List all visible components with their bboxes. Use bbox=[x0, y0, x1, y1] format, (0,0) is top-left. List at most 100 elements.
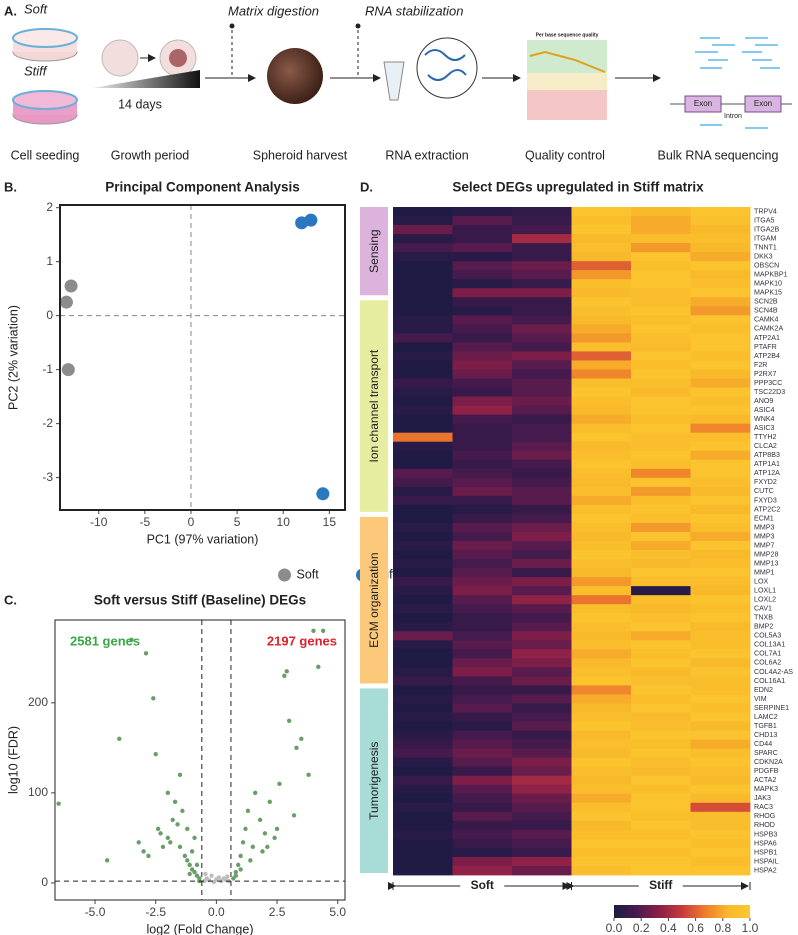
row-label: HSPA6 bbox=[754, 839, 777, 847]
colorbar-tick-label: 0.8 bbox=[714, 921, 731, 935]
cell bbox=[452, 477, 513, 488]
y-tick-label: 2 bbox=[46, 200, 53, 214]
cell bbox=[690, 324, 751, 334]
y-tick-label: -2 bbox=[42, 416, 53, 430]
cell bbox=[690, 378, 751, 388]
row-label: HSPAIL bbox=[754, 857, 779, 865]
cell bbox=[571, 333, 632, 343]
cell bbox=[452, 495, 513, 506]
x-axis-label: log2 (Fold Change) bbox=[146, 922, 253, 935]
point bbox=[206, 877, 212, 883]
cell bbox=[512, 396, 572, 406]
row-label: HSPB3 bbox=[754, 830, 777, 838]
cell bbox=[512, 207, 572, 217]
cell bbox=[690, 288, 751, 298]
cell bbox=[690, 207, 751, 217]
cell bbox=[690, 721, 751, 731]
point bbox=[194, 862, 200, 868]
y-tick-label: 0 bbox=[41, 875, 48, 889]
row-label: VIM bbox=[754, 695, 767, 703]
cell bbox=[631, 649, 691, 659]
cell bbox=[690, 703, 751, 713]
cell bbox=[452, 225, 513, 235]
cell bbox=[393, 730, 453, 740]
cell bbox=[512, 270, 572, 280]
cell bbox=[512, 631, 572, 641]
cell bbox=[452, 351, 513, 361]
cell bbox=[631, 486, 691, 497]
row-label: ACTA2 bbox=[754, 776, 776, 784]
cell bbox=[690, 351, 751, 361]
y-axis-label: log10 (FDR) bbox=[6, 726, 20, 794]
cell bbox=[452, 459, 513, 470]
cell bbox=[393, 676, 453, 686]
step-label: Bulk RNA sequencing bbox=[658, 148, 779, 162]
row-group bbox=[360, 300, 388, 512]
cell bbox=[631, 351, 691, 361]
point bbox=[299, 736, 304, 742]
point bbox=[177, 772, 183, 778]
row-label: WNK4 bbox=[754, 415, 775, 423]
cell bbox=[452, 324, 513, 334]
cell bbox=[631, 748, 691, 759]
point bbox=[245, 808, 251, 814]
cell bbox=[512, 865, 572, 876]
row-label: ITGA2B bbox=[754, 225, 779, 233]
point bbox=[272, 835, 277, 841]
x-axis-label: PC1 (97% variation) bbox=[147, 532, 259, 546]
cell bbox=[631, 622, 691, 632]
colorbar-tick-label: 1.0 bbox=[742, 921, 759, 935]
cell bbox=[571, 784, 632, 795]
cell bbox=[512, 550, 572, 560]
y-tick-label: 100 bbox=[28, 785, 48, 799]
cell bbox=[571, 288, 632, 298]
cell bbox=[631, 694, 691, 704]
cell bbox=[690, 676, 751, 686]
cell bbox=[452, 856, 513, 867]
cell bbox=[690, 829, 751, 840]
cell bbox=[452, 279, 513, 289]
cell bbox=[631, 775, 691, 786]
row-group-label: Sensing bbox=[367, 229, 381, 272]
row-label: F2R bbox=[754, 361, 767, 369]
cell bbox=[393, 550, 453, 560]
cell bbox=[631, 739, 691, 750]
cell bbox=[393, 324, 453, 334]
days-label: 14 days bbox=[118, 97, 162, 111]
cell bbox=[393, 216, 453, 226]
cell bbox=[452, 658, 513, 668]
cell bbox=[452, 820, 513, 831]
row-label: COL5A3 bbox=[754, 632, 781, 640]
cell bbox=[631, 631, 691, 641]
row-label: ASIC3 bbox=[754, 424, 775, 432]
cell bbox=[690, 595, 751, 605]
cell bbox=[452, 694, 513, 704]
cell bbox=[631, 360, 691, 370]
cell bbox=[690, 342, 751, 352]
cell bbox=[631, 279, 691, 289]
cell bbox=[393, 613, 453, 623]
row-group-label: Tumorigenesis bbox=[367, 742, 381, 820]
cell bbox=[631, 234, 691, 244]
cell bbox=[512, 694, 572, 704]
cell bbox=[571, 513, 632, 524]
cell bbox=[571, 613, 632, 623]
cell bbox=[631, 423, 691, 434]
cell bbox=[452, 387, 513, 397]
cell bbox=[393, 252, 453, 262]
cell bbox=[452, 423, 513, 434]
cell bbox=[631, 333, 691, 343]
cell bbox=[512, 495, 572, 506]
cell bbox=[631, 315, 691, 325]
cell bbox=[512, 504, 572, 515]
cell bbox=[512, 766, 572, 777]
intron-label: Intron bbox=[724, 113, 742, 120]
cell bbox=[452, 504, 513, 515]
cell bbox=[512, 604, 572, 614]
cell bbox=[512, 225, 572, 235]
cell bbox=[393, 667, 453, 677]
exon bbox=[684, 95, 722, 113]
chart-title: Select DEGs upregulated in Stiff matrix bbox=[452, 180, 704, 195]
soft-label: Soft bbox=[24, 1, 49, 16]
row-label: MAPK3 bbox=[754, 785, 778, 793]
